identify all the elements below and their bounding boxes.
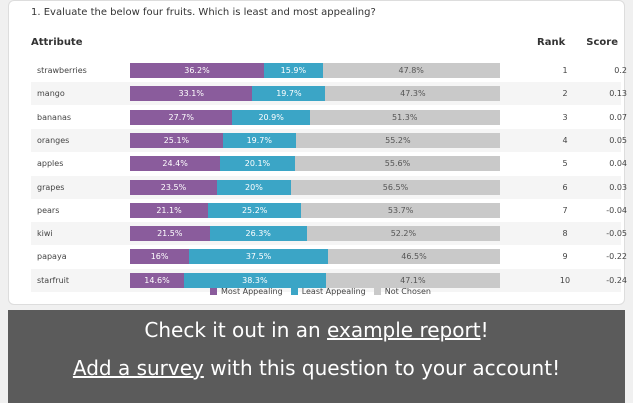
rank: 2 [562, 89, 568, 99]
row: apples 24.4% 20.1% 55.6% 5 0.04 [31, 152, 627, 175]
bar-segment: 24.4% [130, 156, 221, 172]
bar-segment: 55.2% [295, 132, 500, 148]
attribute: grapes [37, 182, 65, 192]
bar-segment: 26.3% [209, 226, 307, 242]
attribute: starfruit [37, 275, 70, 285]
bar-segment: 52.2% [306, 226, 500, 242]
row: papaya 16% 37.5% 46.5% 9 -0.22 [31, 245, 627, 268]
bar-segment: 47.8% [322, 63, 500, 78]
score: -0.24 [606, 275, 627, 285]
rank: 3 [562, 112, 568, 122]
legend-swatch [373, 288, 381, 295]
score: 0.07 [609, 112, 627, 122]
bar-segment: 36.2% [130, 63, 264, 78]
bar-segment: 20% [216, 179, 291, 195]
attribute: papaya [37, 252, 67, 262]
bar-segment: 51.3% [309, 109, 500, 125]
row: starfruit 14.6% 38.3% 47.1% 10 -0.24 [31, 268, 627, 292]
attribute: strawberries [37, 66, 87, 75]
rank: 5 [562, 159, 568, 169]
bar-segment: 27.7% [130, 109, 233, 125]
row: strawberries 36.2% 15.9% 47.8% 1 0.2 [31, 59, 627, 82]
rank: 6 [562, 182, 568, 192]
bar-segment: 19.7% [222, 132, 296, 148]
rank: 8 [562, 229, 568, 239]
bar-segment: 55.6% [294, 156, 501, 172]
attribute: oranges [37, 135, 70, 145]
row: bananas 27.7% 20.9% 51.3% 3 0.07 [31, 106, 627, 129]
attribute: mango [37, 89, 65, 99]
bar-segment: 53.7% [301, 202, 500, 218]
bar-segment: 21.1% [130, 202, 209, 218]
attribute: pears [37, 205, 60, 215]
row: mango 33.1% 19.7% 47.3% 2 0.13 [31, 82, 627, 106]
report-card: 1. Evaluate the below four fruits. Which… [8, 0, 627, 305]
bar-segment: 20.9% [232, 109, 310, 125]
text: Check it out in an [144, 318, 328, 342]
column-header: Score [586, 37, 618, 48]
score: -0.04 [606, 205, 627, 215]
bar-segment: 15.9% [263, 63, 323, 78]
attribute: kiwi [37, 229, 53, 239]
legend-swatch [209, 288, 217, 295]
text: ! [480, 318, 489, 342]
row: pears 21.1% 25.2% 53.7% 7 -0.04 [31, 199, 627, 222]
link[interactable]: example report [327, 318, 481, 342]
bar-segment: 47.3% [325, 86, 501, 102]
bar-segment: 56.5% [290, 179, 500, 195]
bar-segment: 21.5% [130, 226, 210, 242]
column-header: Rank [537, 37, 566, 48]
score: 0.03 [609, 182, 627, 192]
attribute: apples [37, 159, 64, 169]
link[interactable]: Add a survey [72, 356, 204, 380]
row: oranges 25.1% 19.7% 55.2% 4 0.05 [31, 128, 627, 152]
question: 1. Evaluate the below four fruits. Which… [31, 7, 376, 18]
rank: 4 [562, 135, 568, 145]
bar-segment: 14.6% [130, 272, 185, 288]
bar-segment: 16% [130, 249, 190, 265]
score: 0.2 [614, 66, 627, 75]
bar-segment: 23.5% [130, 179, 217, 195]
row: grapes 23.5% 20% 56.5% 6 0.03 [31, 175, 627, 199]
legend-label: Least Appealing [301, 287, 366, 296]
bar-segment: 19.7% [252, 86, 326, 102]
bar-segment: 46.5% [327, 249, 500, 265]
bar-segment: 47.1% [325, 272, 500, 288]
text: with this question to your account! [203, 356, 561, 380]
bar-segment: 25.2% [208, 202, 302, 218]
footer-line: Add a survey with this question to your … [8, 356, 625, 380]
score: -0.22 [606, 252, 627, 262]
row: kiwi 21.5% 26.3% 52.2% 8 -0.05 [31, 222, 627, 246]
bar-segment: 20.1% [220, 156, 295, 172]
legend-label: Most Appealing [220, 287, 283, 296]
score: -0.05 [606, 229, 627, 239]
rank: 9 [562, 252, 568, 262]
score: 0.13 [609, 89, 627, 99]
attribute: bananas [37, 112, 72, 122]
legend-label: Not Chosen [384, 287, 432, 296]
bar-segment: 33.1% [130, 86, 253, 102]
rank: 10 [559, 275, 571, 285]
column-header: Attribute [31, 37, 83, 48]
legend-swatch [290, 288, 298, 295]
score: 0.05 [609, 135, 627, 145]
rank: 1 [562, 66, 568, 75]
bar-segment: 38.3% [184, 272, 326, 288]
footer-line: Check it out in an example report! [8, 318, 625, 342]
bar-segment: 25.1% [130, 132, 223, 148]
score: 0.04 [609, 159, 627, 169]
rank: 7 [562, 205, 568, 215]
bar-segment: 37.5% [189, 249, 328, 265]
footer: Check it out in an example report! Add a… [8, 310, 625, 403]
legend: Most Appealing Least Appealing Not Chosen [9, 287, 624, 296]
